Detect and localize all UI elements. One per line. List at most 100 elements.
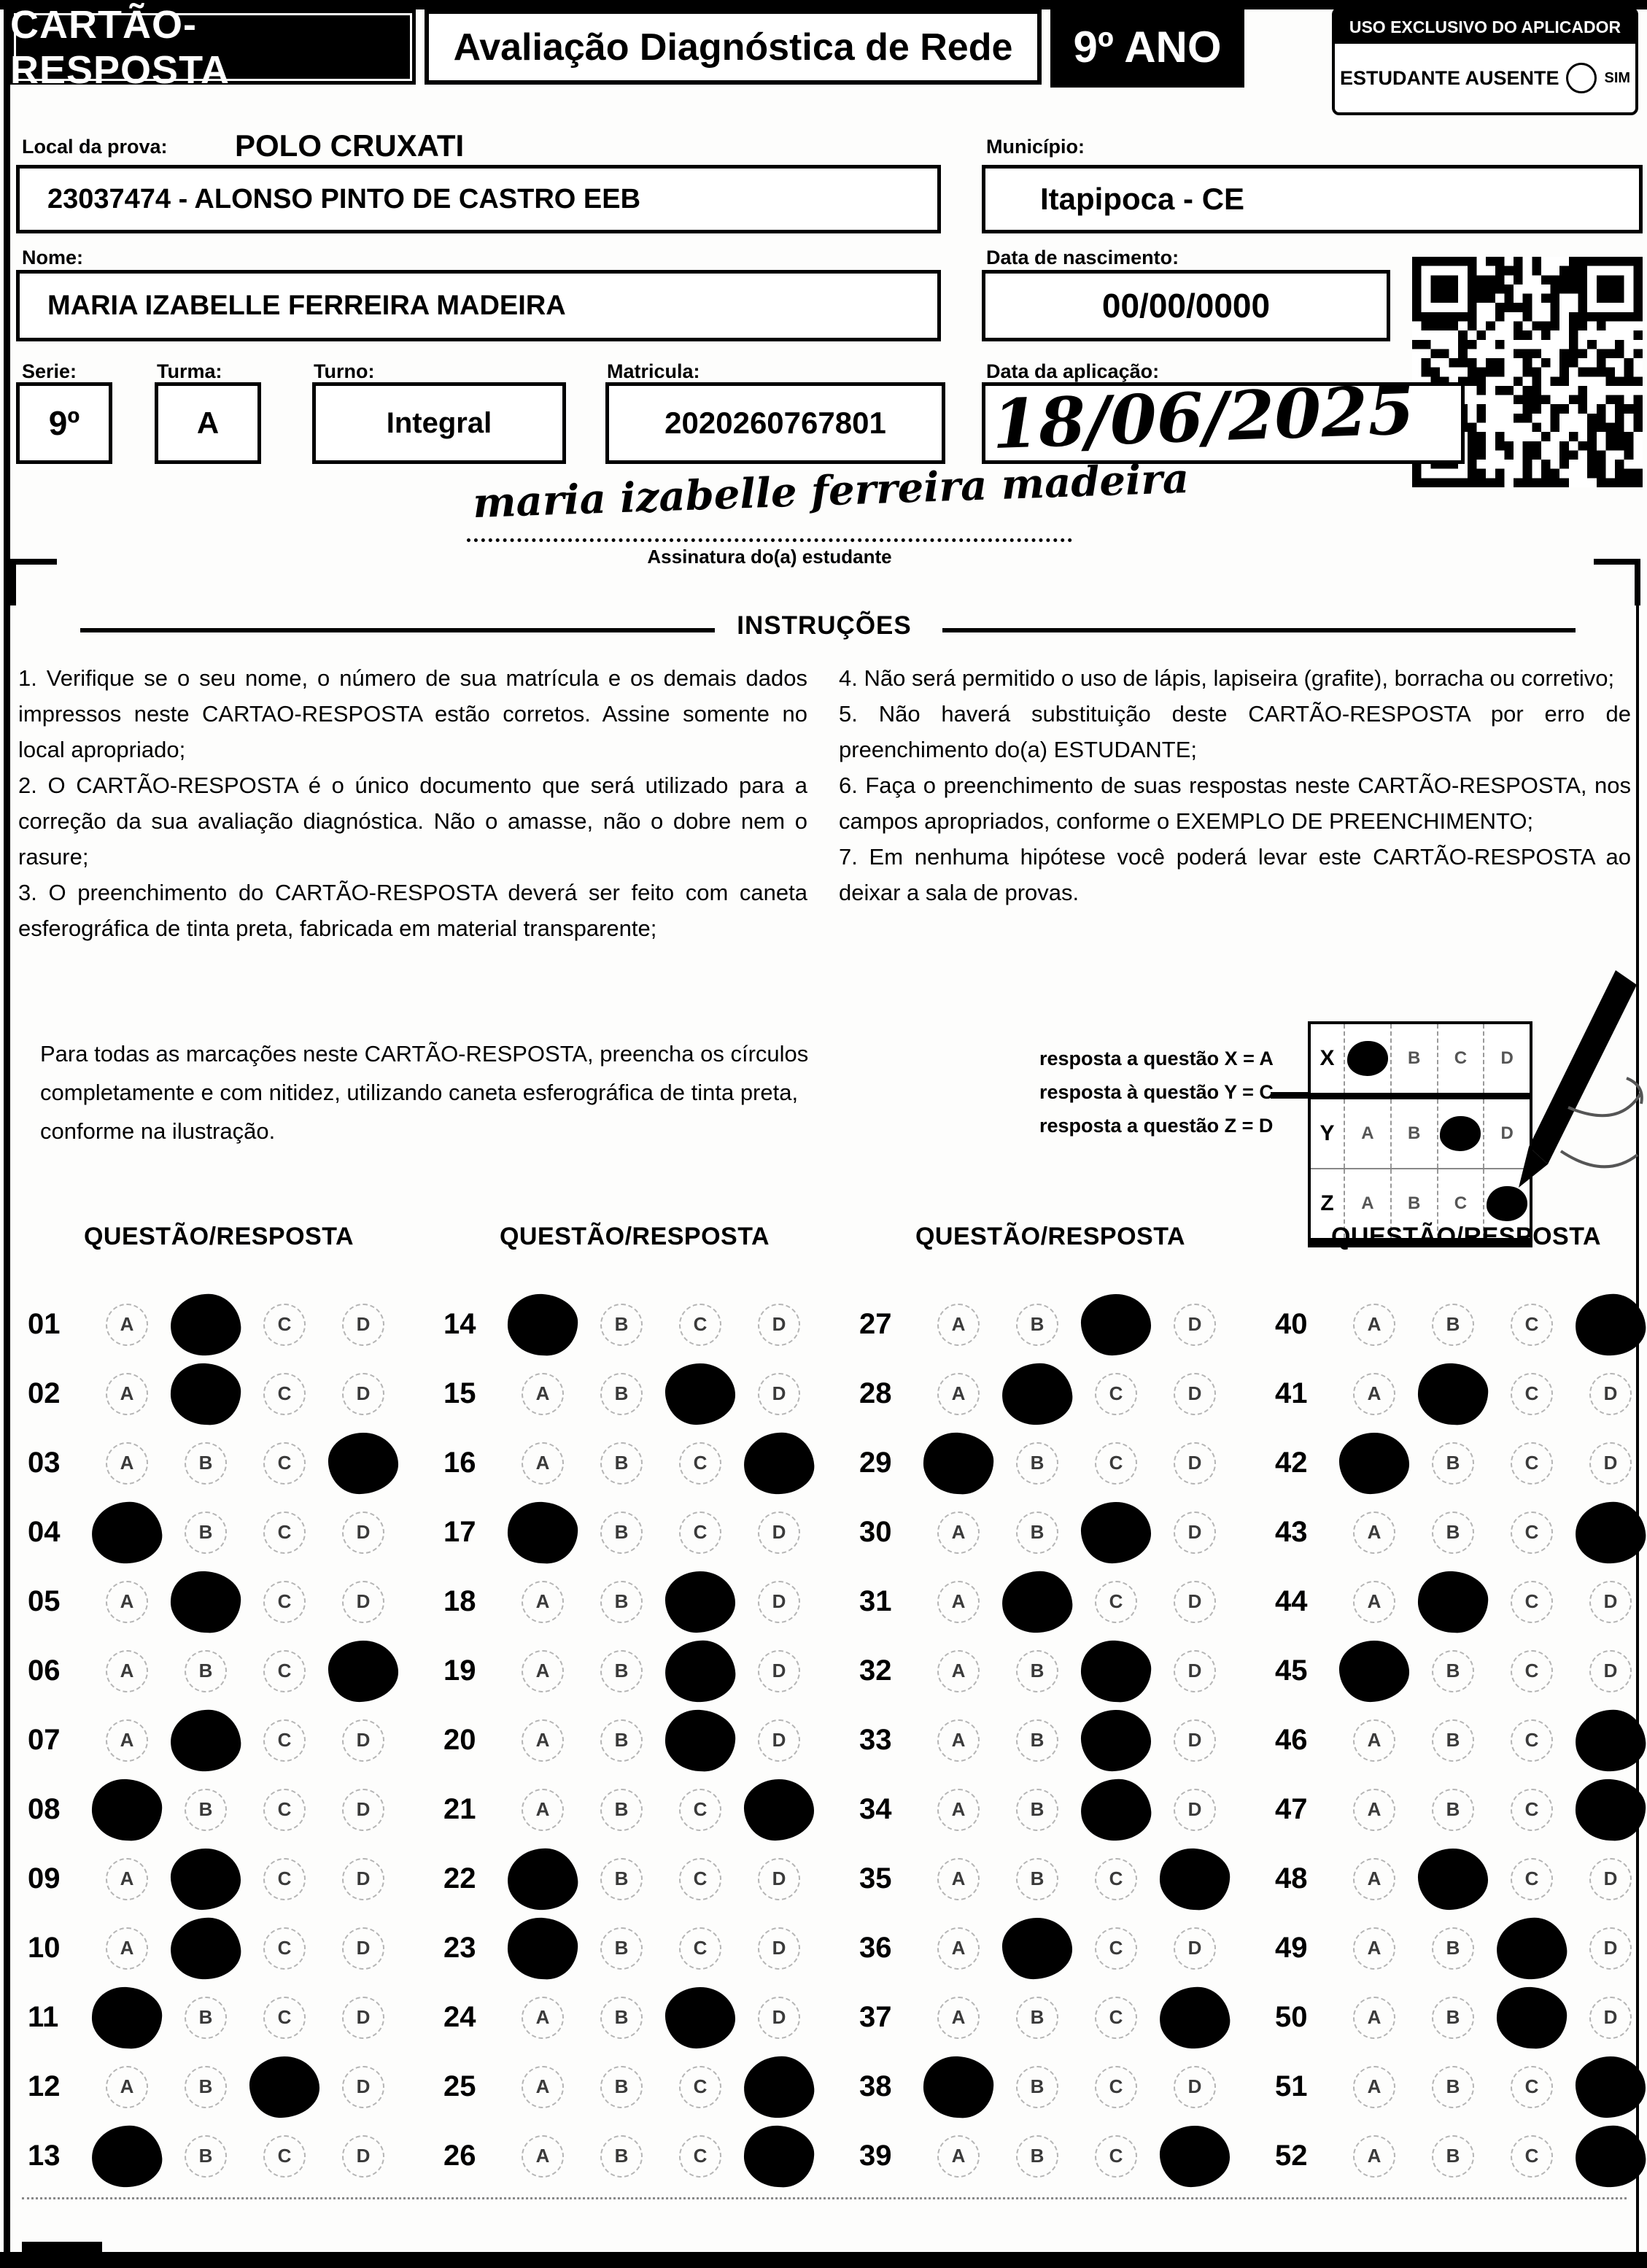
example-option-cell[interactable] xyxy=(1436,1099,1484,1168)
answer-bubble[interactable]: D xyxy=(1174,1927,1216,1970)
answer-bubble[interactable]: B xyxy=(1432,1996,1474,2039)
answer-bubble[interactable]: A xyxy=(106,1927,148,1970)
answer-bubble[interactable]: B xyxy=(1016,2135,1058,2178)
answer-bubble[interactable]: D xyxy=(1589,1372,1632,1415)
answer-bubble[interactable]: B xyxy=(600,1441,643,1485)
answer-bubble[interactable]: A xyxy=(937,1649,980,1692)
answer-bubble[interactable]: B xyxy=(600,1857,643,1900)
answer-bubble[interactable]: C xyxy=(263,2135,306,2178)
answer-bubble[interactable]: B xyxy=(1432,2135,1474,2178)
answer-bubble[interactable]: A xyxy=(522,1372,564,1415)
answer-bubble[interactable]: A xyxy=(937,1788,980,1831)
answer-bubble[interactable]: C xyxy=(263,1788,306,1831)
answer-bubble-marked[interactable] xyxy=(90,1777,164,1842)
answer-bubble[interactable]: C xyxy=(1511,2135,1553,2178)
answer-bubble[interactable]: D xyxy=(342,1511,384,1554)
answer-bubble[interactable]: B xyxy=(1432,1303,1474,1346)
answer-bubble[interactable]: C xyxy=(1511,1303,1553,1346)
answer-bubble[interactable]: C xyxy=(263,1372,306,1415)
answer-bubble-marked[interactable] xyxy=(1416,1569,1490,1634)
answer-bubble[interactable]: C xyxy=(679,1441,721,1485)
answer-bubble[interactable]: B xyxy=(1432,1441,1474,1485)
answer-bubble-marked[interactable] xyxy=(1080,1293,1152,1356)
answer-bubble[interactable]: B xyxy=(1016,2065,1058,2108)
answer-bubble-marked[interactable] xyxy=(1338,1431,1410,1495)
answer-bubble[interactable]: B xyxy=(600,1511,643,1554)
answer-bubble-marked[interactable] xyxy=(249,2055,320,2118)
answer-bubble[interactable]: C xyxy=(263,1441,306,1485)
answer-bubble[interactable]: B xyxy=(1432,1927,1474,1970)
answer-bubble[interactable]: C xyxy=(263,1649,306,1692)
answer-bubble-marked[interactable] xyxy=(743,1778,815,1841)
answer-bubble[interactable]: B xyxy=(1432,1788,1474,1831)
answer-bubble[interactable]: D xyxy=(342,1788,384,1831)
answer-bubble[interactable]: B xyxy=(1432,1511,1474,1554)
answer-bubble[interactable]: C xyxy=(1511,1580,1553,1623)
answer-bubble[interactable]: D xyxy=(342,1719,384,1762)
answer-bubble[interactable]: C xyxy=(1095,1372,1137,1415)
answer-bubble[interactable]: B xyxy=(1016,1996,1058,2039)
answer-bubble-marked[interactable] xyxy=(1573,1499,1647,1565)
answer-bubble-marked[interactable] xyxy=(1575,2055,1646,2118)
answer-bubble-marked[interactable] xyxy=(1001,1916,1073,1980)
answer-bubble[interactable]: A xyxy=(1353,1788,1395,1831)
answer-bubble-marked[interactable] xyxy=(742,2054,816,2120)
answer-bubble[interactable]: D xyxy=(758,1719,800,1762)
answer-bubble-marked[interactable] xyxy=(1000,1361,1074,1427)
answer-bubble[interactable]: D xyxy=(1589,1996,1632,2039)
answer-bubble[interactable]: C xyxy=(679,1857,721,1900)
answer-bubble[interactable]: D xyxy=(1174,1788,1216,1831)
aplicacao-field[interactable] xyxy=(982,382,1465,464)
answer-bubble[interactable]: D xyxy=(758,1303,800,1346)
answer-bubble[interactable]: C xyxy=(1095,1441,1137,1485)
answer-bubble[interactable]: A xyxy=(1353,1927,1395,1970)
answer-bubble[interactable]: B xyxy=(600,1649,643,1692)
answer-bubble[interactable]: C xyxy=(263,1511,306,1554)
answer-bubble-marked[interactable] xyxy=(168,1707,243,1773)
answer-bubble-marked[interactable] xyxy=(168,1569,243,1634)
answer-bubble-marked[interactable] xyxy=(328,1431,399,1495)
answer-bubble[interactable]: A xyxy=(106,1372,148,1415)
answer-bubble[interactable]: A xyxy=(106,1857,148,1900)
answer-bubble-marked[interactable] xyxy=(664,1362,736,1425)
answer-bubble[interactable]: B xyxy=(185,1996,227,2039)
answer-bubble[interactable]: C xyxy=(1095,2135,1137,2178)
answer-bubble-marked[interactable] xyxy=(1417,1847,1489,1911)
answer-bubble[interactable]: D xyxy=(1174,1303,1216,1346)
answer-bubble[interactable]: C xyxy=(1511,1511,1553,1554)
answer-bubble[interactable]: C xyxy=(1511,1372,1553,1415)
answer-bubble[interactable]: A xyxy=(106,1303,148,1346)
answer-bubble[interactable]: B xyxy=(185,1649,227,1692)
answer-bubble[interactable]: D xyxy=(1589,1580,1632,1623)
example-option-cell[interactable]: C xyxy=(1436,1024,1484,1093)
answer-bubble[interactable]: A xyxy=(1353,2065,1395,2108)
answer-bubble[interactable]: D xyxy=(1174,1719,1216,1762)
example-option-cell[interactable] xyxy=(1483,1169,1530,1238)
answer-bubble[interactable]: B xyxy=(1432,2065,1474,2108)
answer-bubble[interactable]: D xyxy=(342,1927,384,1970)
answer-bubble[interactable]: C xyxy=(679,2065,721,2108)
signature-line[interactable] xyxy=(467,503,1072,542)
answer-bubble[interactable]: B xyxy=(1432,1719,1474,1762)
answer-bubble-marked[interactable] xyxy=(90,1985,164,2050)
answer-bubble[interactable]: A xyxy=(106,1441,148,1485)
answer-bubble-marked[interactable] xyxy=(168,1291,243,1358)
answer-bubble-marked[interactable] xyxy=(921,1431,996,1495)
answer-bubble[interactable]: D xyxy=(1589,1927,1632,1970)
example-option-cell[interactable]: C xyxy=(1436,1169,1484,1238)
answer-bubble[interactable]: D xyxy=(342,1372,384,1415)
answer-bubble[interactable]: D xyxy=(758,1996,800,2039)
answer-bubble[interactable]: B xyxy=(1016,1788,1058,1831)
answer-bubble-marked[interactable] xyxy=(505,1500,580,1565)
answer-bubble[interactable]: A xyxy=(1353,1580,1395,1623)
answer-bubble-marked[interactable] xyxy=(663,1638,737,1704)
answer-bubble-marked[interactable] xyxy=(1495,1985,1569,2050)
answer-bubble[interactable]: A xyxy=(1353,1719,1395,1762)
answer-bubble[interactable]: A xyxy=(106,1580,148,1623)
answer-bubble-marked[interactable] xyxy=(170,1847,241,1911)
example-option-cell[interactable]: A xyxy=(1344,1099,1390,1168)
answer-bubble[interactable]: A xyxy=(106,1719,148,1762)
answer-bubble-marked[interactable] xyxy=(921,2054,996,2119)
answer-bubble[interactable]: D xyxy=(1589,1441,1632,1485)
answer-bubble[interactable]: B xyxy=(600,1927,643,1970)
